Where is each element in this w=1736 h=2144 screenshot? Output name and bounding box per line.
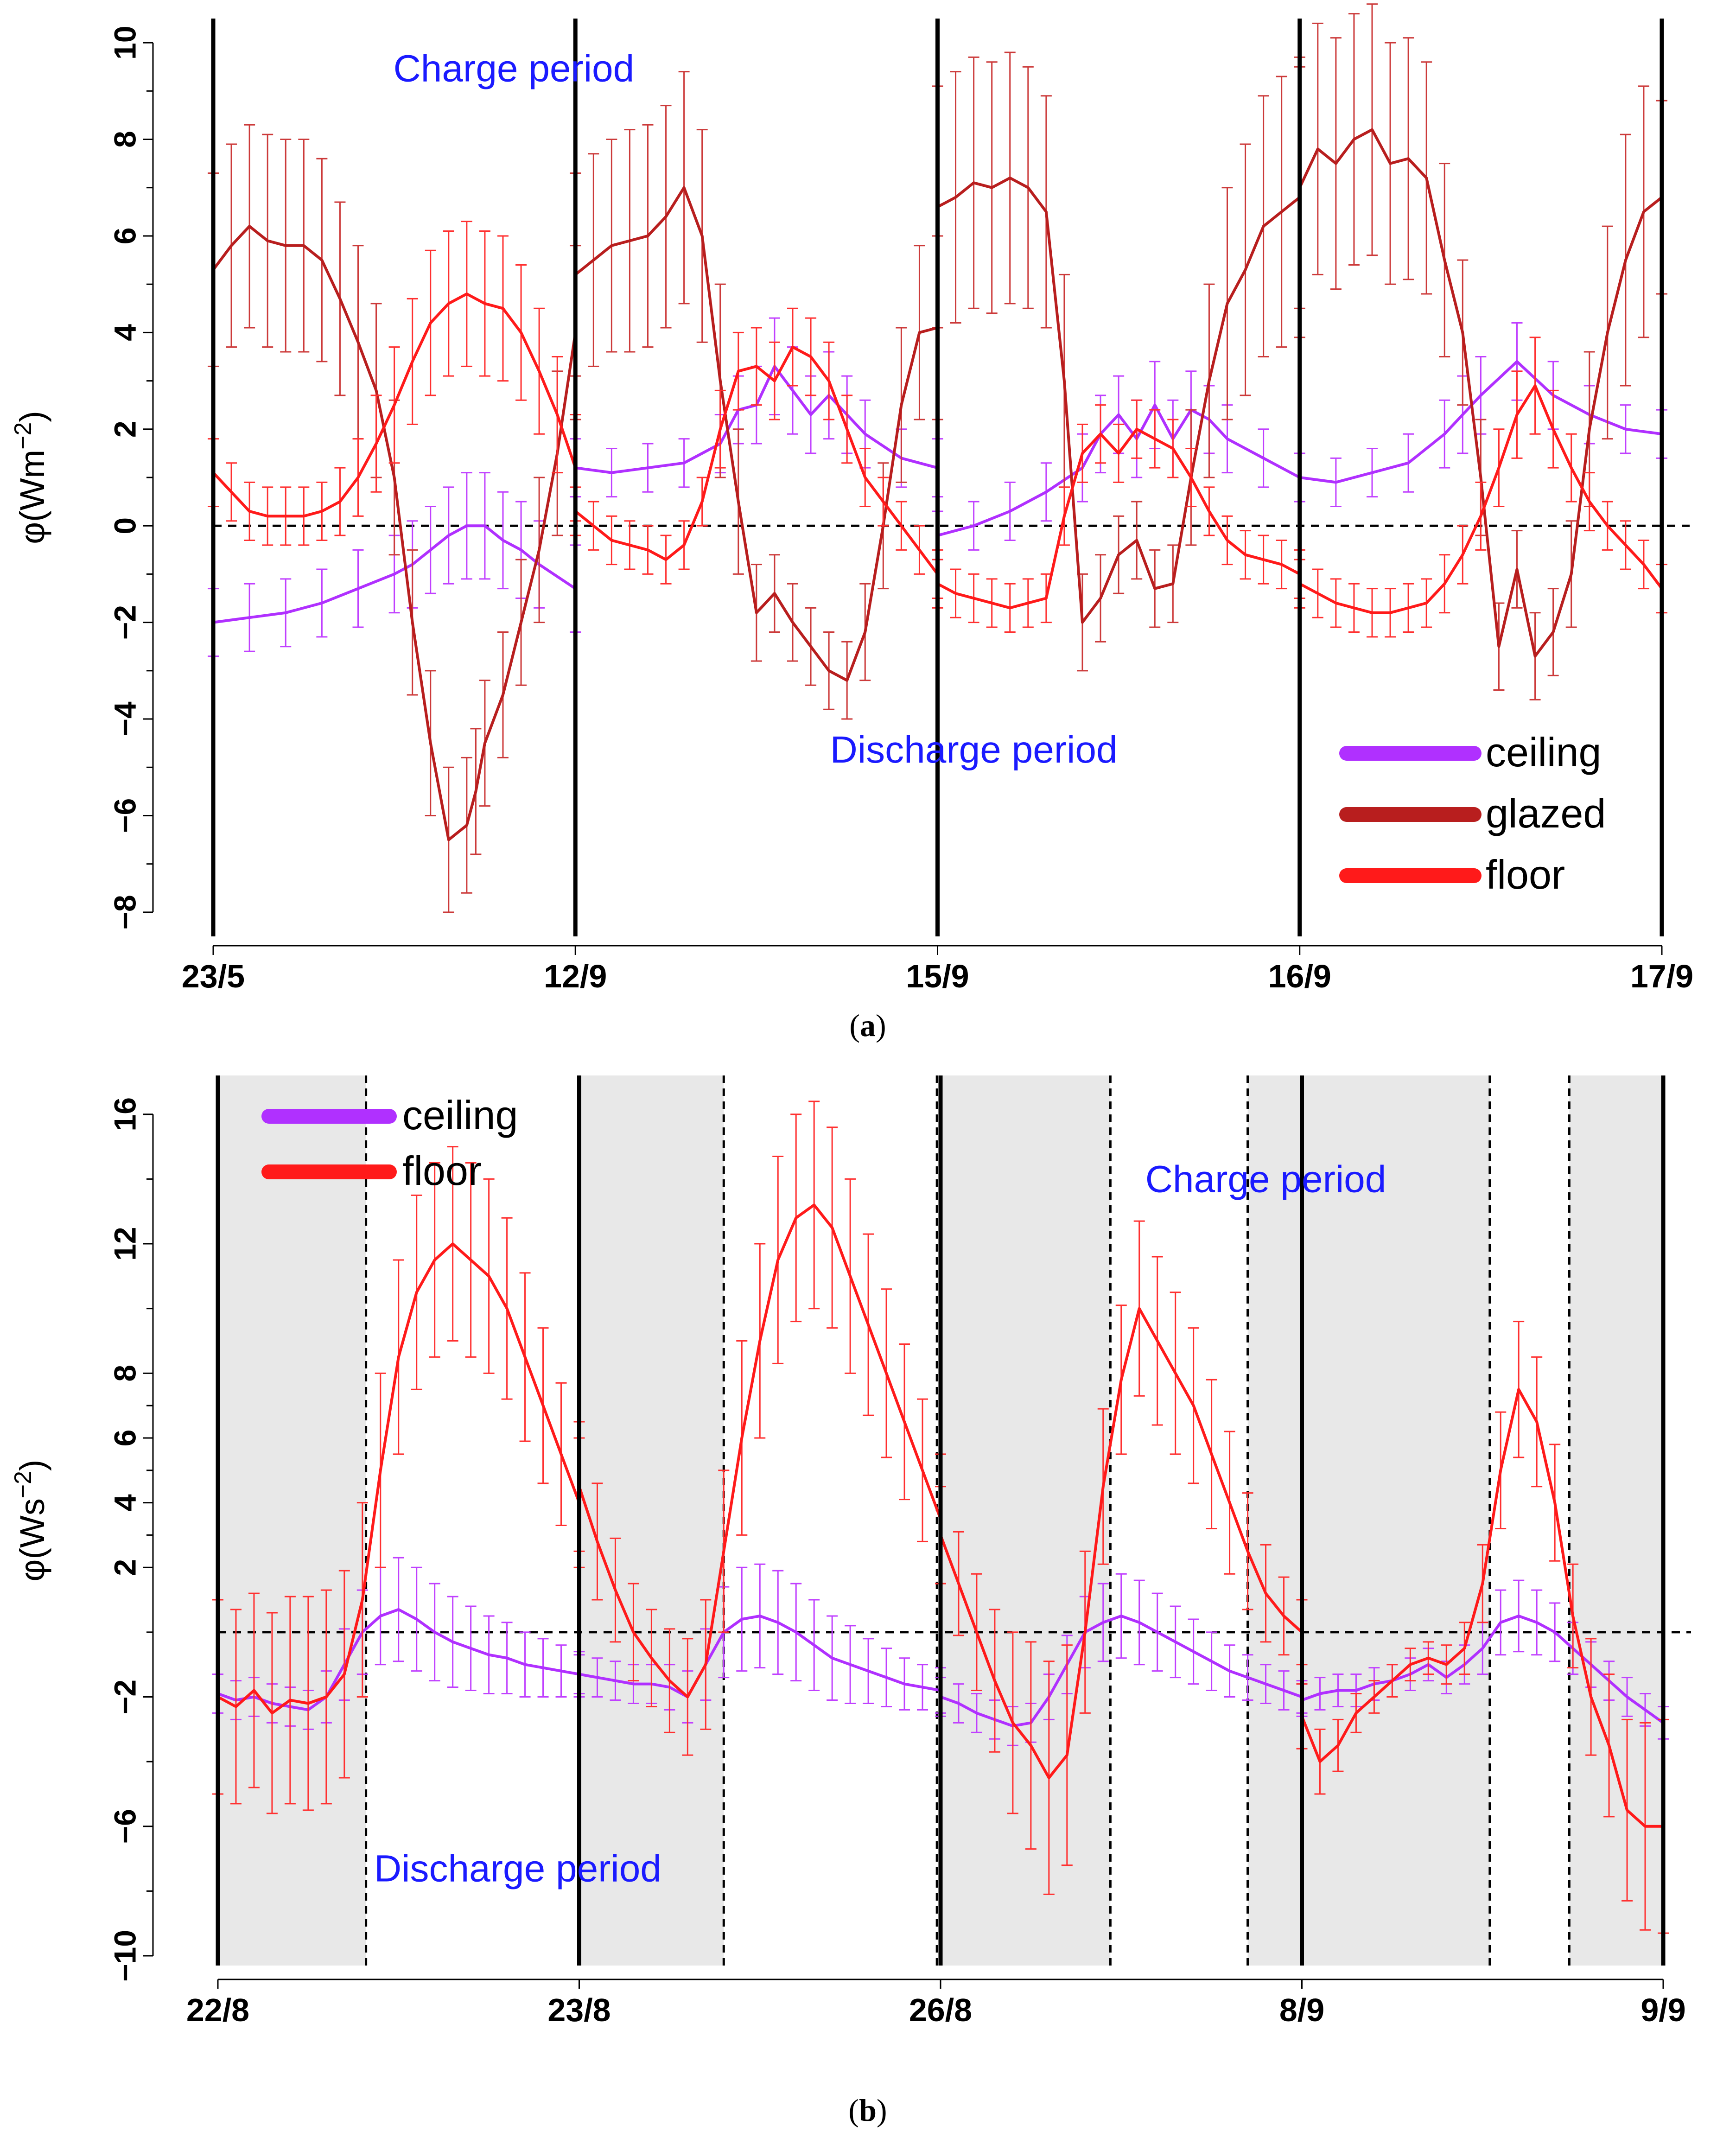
caption-close-paren: ): [877, 2093, 887, 2128]
series-line-floor: [212, 293, 577, 518]
y-axis-title-main: φ(Wm: [13, 450, 51, 544]
x-tick-label: 8/9: [1279, 1992, 1324, 2028]
panel-caption: (b): [848, 2093, 887, 2128]
period-annotation: Charge period: [1145, 1158, 1386, 1200]
x-tick-label: 17/9: [1630, 958, 1693, 994]
period-annotation: Charge period: [394, 47, 635, 89]
x-tick-label: 26/8: [909, 1992, 972, 2028]
series-line-floor: [939, 1307, 1303, 1780]
shaded-band: [1569, 1075, 1663, 1966]
y-tick-label: −8: [108, 895, 142, 929]
x-tick-label: 9/9: [1641, 1992, 1685, 2028]
y-tick-label: 2: [108, 420, 142, 438]
series-line-floor: [1300, 1388, 1663, 1828]
shaded-band: [941, 1075, 1111, 1966]
y-axis-title: φ(Wm−2): [9, 411, 51, 544]
series-line-ceiling: [217, 1608, 580, 1711]
caption-open-paren: (: [849, 1008, 860, 1043]
series-line-floor: [937, 427, 1301, 610]
y-axis-title-exponent: −2: [9, 422, 36, 450]
legend: ceiling floor: [261, 1092, 518, 1194]
y-tick-label: −6: [108, 1809, 142, 1844]
series-line-glazed: [1298, 128, 1663, 658]
caption-open-paren: (: [848, 2093, 859, 2128]
y-tick-label: 8: [108, 1365, 142, 1382]
series-line-ceiling: [937, 360, 1662, 537]
legend-label-floor: floor: [1486, 852, 1565, 897]
y-tick-label: 10: [108, 25, 142, 59]
x-tick-label: 23/8: [547, 1992, 610, 2028]
y-tick-label: 4: [108, 1494, 142, 1511]
series-line-glazed: [574, 186, 938, 682]
period-annotation: Discharge period: [830, 729, 1118, 771]
y-tick-label: 6: [108, 1430, 142, 1447]
series-line-ceiling: [1301, 1615, 1664, 1724]
x-tick-label: 15/9: [906, 958, 969, 994]
y-tick-label: 12: [108, 1227, 142, 1260]
series-line-floor: [217, 1242, 581, 1715]
x-tick-label: 12/9: [544, 958, 607, 994]
series-line-ceiling: [940, 1615, 1303, 1728]
series-line-floor: [578, 1203, 942, 1699]
caption-close-paren: ): [876, 1008, 886, 1043]
x-tick-label: 22/8: [186, 1992, 249, 2028]
legend-label-floor: floor: [402, 1148, 482, 1194]
y-tick-label: 0: [108, 517, 142, 534]
caption-letter: a: [860, 1008, 876, 1043]
series-line-ceiling: [579, 1615, 941, 1699]
series-line-glazed: [937, 176, 1301, 624]
y-axis-title-main: φ(Ws: [13, 1498, 51, 1581]
y-tick-label: 4: [108, 324, 142, 341]
y-axis-title: φ(Ws−2): [9, 1459, 51, 1581]
series-line-ceiling: [213, 524, 576, 624]
caption-letter: b: [859, 2093, 877, 2128]
shaded-band: [1247, 1075, 1490, 1966]
y-axis-title-exponent: −2: [9, 1471, 36, 1498]
y-tick-label: 8: [108, 131, 142, 148]
legend-label-ceiling: ceiling: [1486, 729, 1601, 775]
y-tick-label: −2: [108, 1680, 142, 1714]
series-line-glazed: [212, 225, 577, 841]
y-tick-label: −2: [108, 605, 142, 640]
y-tick-label: 6: [108, 228, 142, 245]
series-line-floor: [574, 345, 939, 575]
y-axis-title-close: ): [13, 411, 51, 422]
y-tick-label: −4: [108, 701, 142, 737]
x-tick-label: 23/5: [182, 958, 245, 994]
legend: ceiling glazed floor: [1339, 729, 1606, 897]
shaded-band: [218, 1075, 366, 1966]
x-tick-label: 16/9: [1268, 958, 1331, 994]
legend-label-glazed: glazed: [1486, 790, 1606, 836]
legend-label-ceiling: ceiling: [402, 1092, 518, 1138]
y-axis-title-close: ): [13, 1459, 51, 1471]
period-annotation: Discharge period: [374, 1847, 661, 1890]
shaded-band: [579, 1075, 724, 1966]
y-tick-label: −6: [108, 798, 142, 833]
y-tick-label: −10: [108, 1930, 142, 1982]
y-tick-label: 2: [108, 1559, 142, 1576]
series-line-floor: [1299, 384, 1663, 614]
panel-caption: (a): [849, 1008, 886, 1043]
y-tick-label: 16: [108, 1097, 142, 1131]
